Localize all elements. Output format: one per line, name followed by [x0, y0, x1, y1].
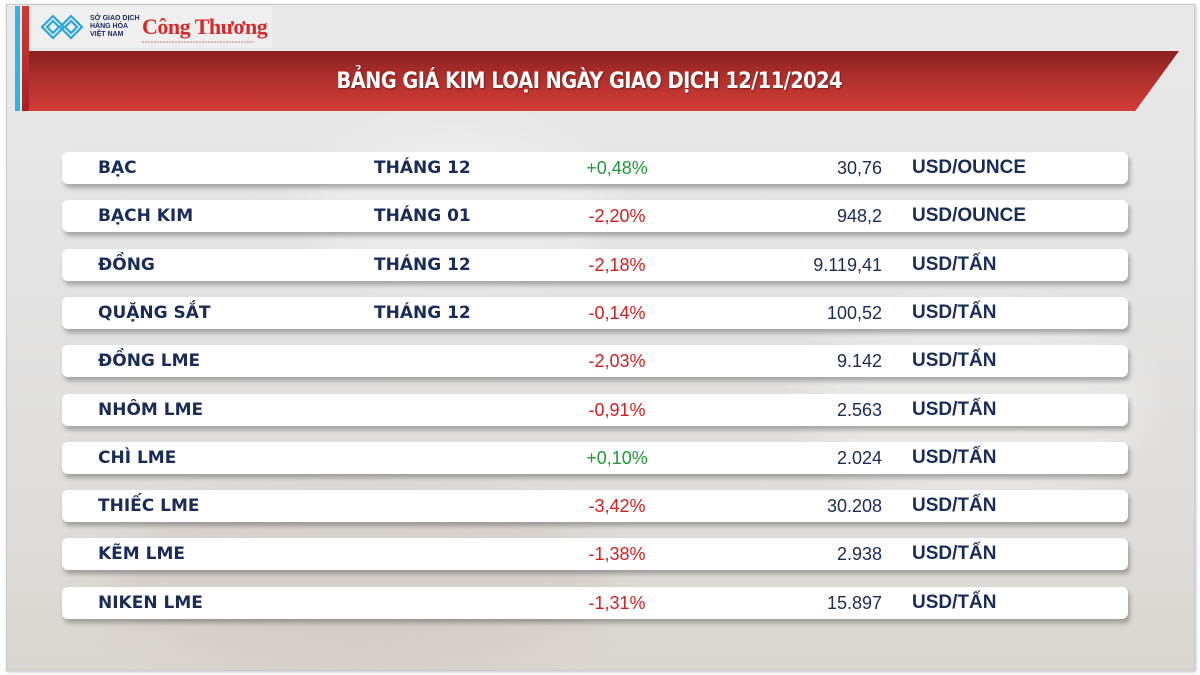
table-row: ĐỒNG LME -2,03% 9.142 USD/TẤN — [62, 345, 1128, 378]
contract-term: THÁNG 12 — [374, 158, 471, 178]
price-unit: USD/TẤN — [912, 253, 997, 275]
contract-term: THÁNG 12 — [374, 254, 471, 275]
table-row: BẠC THÁNG 12 +0,48% 30,76 USD/OUNCE — [62, 152, 1128, 184]
price-unit: USD/TẤN — [912, 591, 997, 613]
price-unit: USD/TẤN — [912, 446, 997, 468]
exchange-name-line3: VIỆT NAM — [90, 31, 124, 38]
brand-name: Công Thương — [142, 14, 268, 39]
price-change: -1,38% — [588, 544, 646, 565]
price-value: 948,2 — [836, 206, 882, 227]
metal-name: KẼM LME — [98, 544, 185, 565]
table-row: ĐỒNG THÁNG 12 -2,18% 9.119,41 USD/TẤN — [62, 248, 1128, 281]
contract-term: THÁNG 01 — [374, 206, 471, 227]
price-change: +0,10% — [586, 447, 648, 468]
price-change: -0,14% — [588, 302, 646, 323]
price-change: -2,18% — [588, 254, 646, 275]
contract-term: THÁNG 12 — [374, 302, 471, 323]
brand-tagline-line — [142, 41, 254, 43]
price-unit: USD/TẤN — [912, 398, 997, 420]
metal-name: CHÌ LME — [98, 447, 177, 468]
logo-header: SỞ GIAO DỊCH HÀNG HÓA VIỆT NAM Công Thươ… — [32, 6, 272, 48]
price-change: -0,91% — [588, 399, 646, 420]
exchange-name-line2: HÀNG HÓA — [90, 23, 129, 30]
price-value: 100,52 — [826, 302, 882, 323]
accent-stripe-red — [22, 6, 29, 111]
page-title: BẢNG GIÁ KIM LOẠI NGÀY GIAO DỊCH 12/11/2… — [336, 68, 842, 94]
table-row: THIẾC LME -3,42% 30.208 USD/TẤN — [62, 490, 1128, 523]
metal-name: NIKEN LME — [98, 592, 203, 613]
table-row: KẼM LME -1,38% 2.938 USD/TẤN — [62, 538, 1128, 571]
price-value: 9.119,41 — [813, 254, 882, 275]
metal-name: THIẾC LME — [98, 496, 200, 517]
table-row: QUẶNG SẮT THÁNG 12 -0,14% 100,52 USD/TẤN — [62, 296, 1128, 329]
table-row: NHÔM LME -0,91% 2.563 USD/TẤN — [62, 393, 1128, 426]
metal-name: ĐỒNG — [98, 254, 155, 275]
price-unit: USD/TẤN — [912, 543, 997, 565]
price-value: 30,76 — [836, 158, 882, 178]
table-row: NIKEN LME -1,31% 15.897 USD/TẤN — [62, 586, 1128, 619]
exchange-name: SỞ GIAO DỊCH HÀNG HÓA VIỆT NAM — [90, 15, 142, 39]
mxv-logo-icon — [40, 14, 84, 40]
accent-stripe-blue — [15, 6, 20, 111]
price-board: SỞ GIAO DỊCH HÀNG HÓA VIỆT NAM Công Thươ… — [6, 4, 1195, 671]
brand-logo: Công Thương — [142, 14, 268, 43]
price-unit: USD/TẤN — [912, 495, 997, 517]
table-row: CHÌ LME +0,10% 2.024 USD/TẤN — [62, 441, 1128, 474]
title-banner: BẢNG GIÁ KIM LOẠI NGÀY GIAO DỊCH 12/11/2… — [29, 51, 1179, 111]
price-value: 2.024 — [836, 447, 882, 468]
exchange-name-line1: SỞ GIAO DỊCH — [90, 15, 140, 22]
metal-name: NHÔM LME — [98, 399, 204, 420]
price-unit: USD/TẤN — [912, 301, 997, 323]
price-change: +0,48% — [586, 158, 648, 178]
table-row: BẠCH KIM THÁNG 01 -2,20% 948,2 USD/OUNCE — [62, 200, 1128, 233]
price-unit: USD/OUNCE — [912, 157, 1027, 178]
metal-name: BẠCH KIM — [98, 206, 194, 227]
price-change: -2,03% — [588, 351, 646, 372]
price-value: 2.563 — [836, 399, 882, 420]
price-value: 9.142 — [836, 351, 882, 372]
metal-name: BẠC — [98, 158, 137, 178]
price-value: 30.208 — [826, 496, 882, 517]
metal-name: QUẶNG SẮT — [98, 302, 211, 323]
price-unit: USD/OUNCE — [912, 205, 1027, 227]
price-value: 15.897 — [826, 592, 882, 613]
price-unit: USD/TẤN — [912, 350, 997, 372]
metal-name: ĐỒNG LME — [98, 351, 201, 372]
price-value: 2.938 — [836, 544, 882, 565]
price-change: -1,31% — [588, 592, 646, 613]
price-change: -2,20% — [588, 206, 646, 227]
price-change: -3,42% — [588, 496, 646, 517]
